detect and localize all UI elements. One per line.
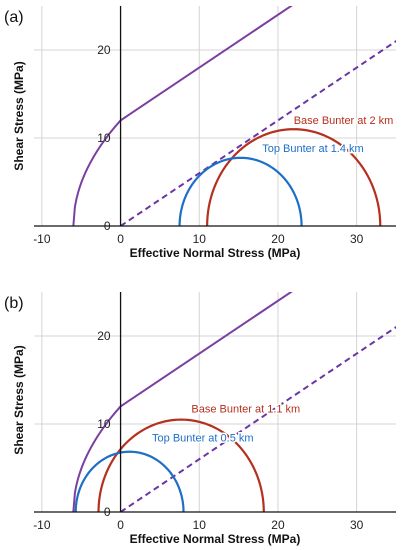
panel-a-x-tick-label: -10: [33, 232, 51, 246]
panel-b-label: (b): [4, 295, 24, 312]
panel-a-x-tick-label: 10: [193, 232, 207, 246]
panel-b-y-tick-label: 10: [97, 417, 111, 431]
panel-a-tick-labels: -10 0 10 20 30 0 10 20: [33, 43, 363, 246]
panel-a-mohr-circle-0: [206, 128, 382, 226]
panel-b-x-tick-label: 10: [193, 518, 207, 532]
panel-a-x-axis-title: Effective Normal Stress (MPa): [130, 246, 301, 260]
panel-a-annotation-0: Base Bunter at 2 km: [294, 115, 394, 127]
panel-a-envelope-dashed: [120, 39, 396, 226]
panel-a-plot-area: [72, 6, 396, 226]
panel-b-x-tick-label: -10: [33, 518, 51, 532]
panel-a-y-tick-label: 10: [97, 131, 111, 145]
panel-b-y-tick-label: 20: [97, 329, 111, 343]
panel-b-annotation-0: Base Bunter at 1.1 km: [191, 404, 300, 416]
panel-b-mohr-circle-0: [97, 418, 265, 512]
panel-b-y-tick-label: 0: [104, 505, 111, 519]
panel-a-grid: [34, 6, 396, 226]
panel-a: -10 0 10 20 30 0 10 20 Base Bunter at 2 km Top B…: [4, 6, 396, 260]
panel-b-annotation-1: Top Bunter at 0.5 km: [152, 433, 254, 445]
panel-a-x-tick-label: 0: [117, 232, 124, 246]
panel-b-x-tick-label: 30: [350, 518, 364, 532]
panel-b-axes: [34, 292, 396, 513]
panel-b-x-tick-label: 0: [117, 518, 124, 532]
panel-b-tick-labels: -10 0 10 20 30 0 10 20: [33, 329, 363, 532]
panel-b: -10 0 10 20 30 0 10 20 Base Bunter at 1.1 km Top…: [4, 292, 396, 546]
panel-b-y-axis-title: Shear Stress (MPa): [12, 345, 26, 454]
panel-a-mohr-circle-1: [178, 156, 303, 226]
panel-b-annotations: Base Bunter at 1.1 km Top Bunter at 0.5 k…: [151, 402, 302, 446]
panel-a-x-tick-label: 30: [350, 232, 364, 246]
panel-b-plot-area: [72, 292, 396, 512]
panel-b-x-tick-label: 20: [271, 518, 285, 532]
panel-a-y-axis-title: Shear Stress (MPa): [12, 61, 26, 170]
panel-b-x-axis-title: Effective Normal Stress (MPa): [130, 532, 301, 546]
panel-a-annotations: Base Bunter at 2 km Top Bunter at 1.4 km: [261, 113, 395, 156]
panel-a-label: (a): [4, 9, 24, 26]
panel-b-mohr-circle-1: [74, 450, 185, 512]
panel-a-x-tick-label: 20: [271, 232, 285, 246]
panel-a-envelope-solid: [72, 6, 293, 226]
panel-a-axes: [34, 6, 396, 227]
panel-b-grid: [34, 292, 396, 512]
panel-a-y-tick-label: 20: [97, 43, 111, 57]
panel-a-annotation-1: Top Bunter at 1.4 km: [262, 143, 364, 155]
panel-b-envelope-solid: [72, 292, 293, 512]
panel-a-y-tick-label: 0: [104, 219, 111, 233]
